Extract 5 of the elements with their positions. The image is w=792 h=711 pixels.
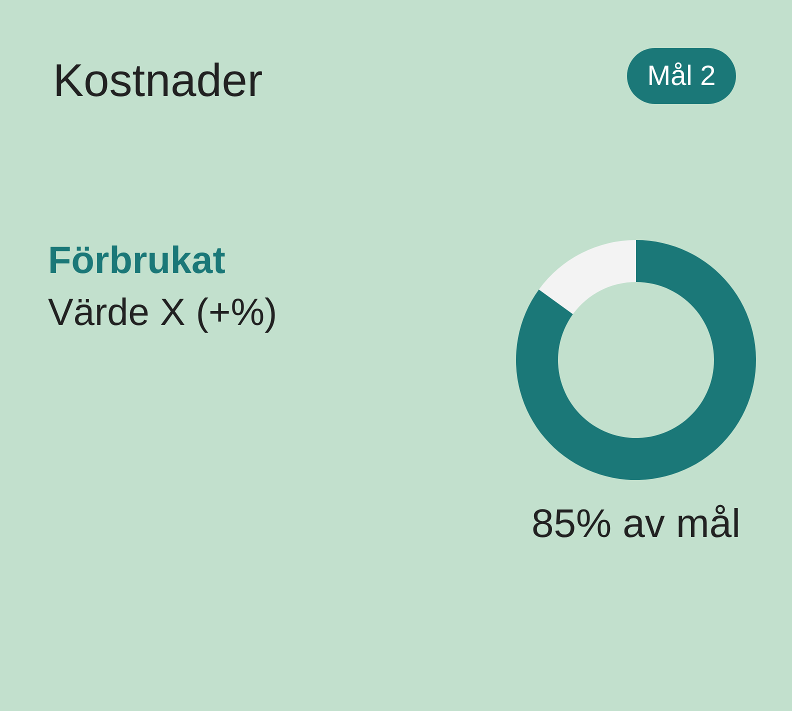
text: Värde X (+%) bbox=[48, 292, 278, 334]
badge: Mål 2 bbox=[627, 48, 736, 104]
chart-title: Kostnader bbox=[53, 54, 263, 106]
text: Förbrukat bbox=[48, 240, 226, 282]
text: 85% av mål bbox=[532, 502, 740, 546]
